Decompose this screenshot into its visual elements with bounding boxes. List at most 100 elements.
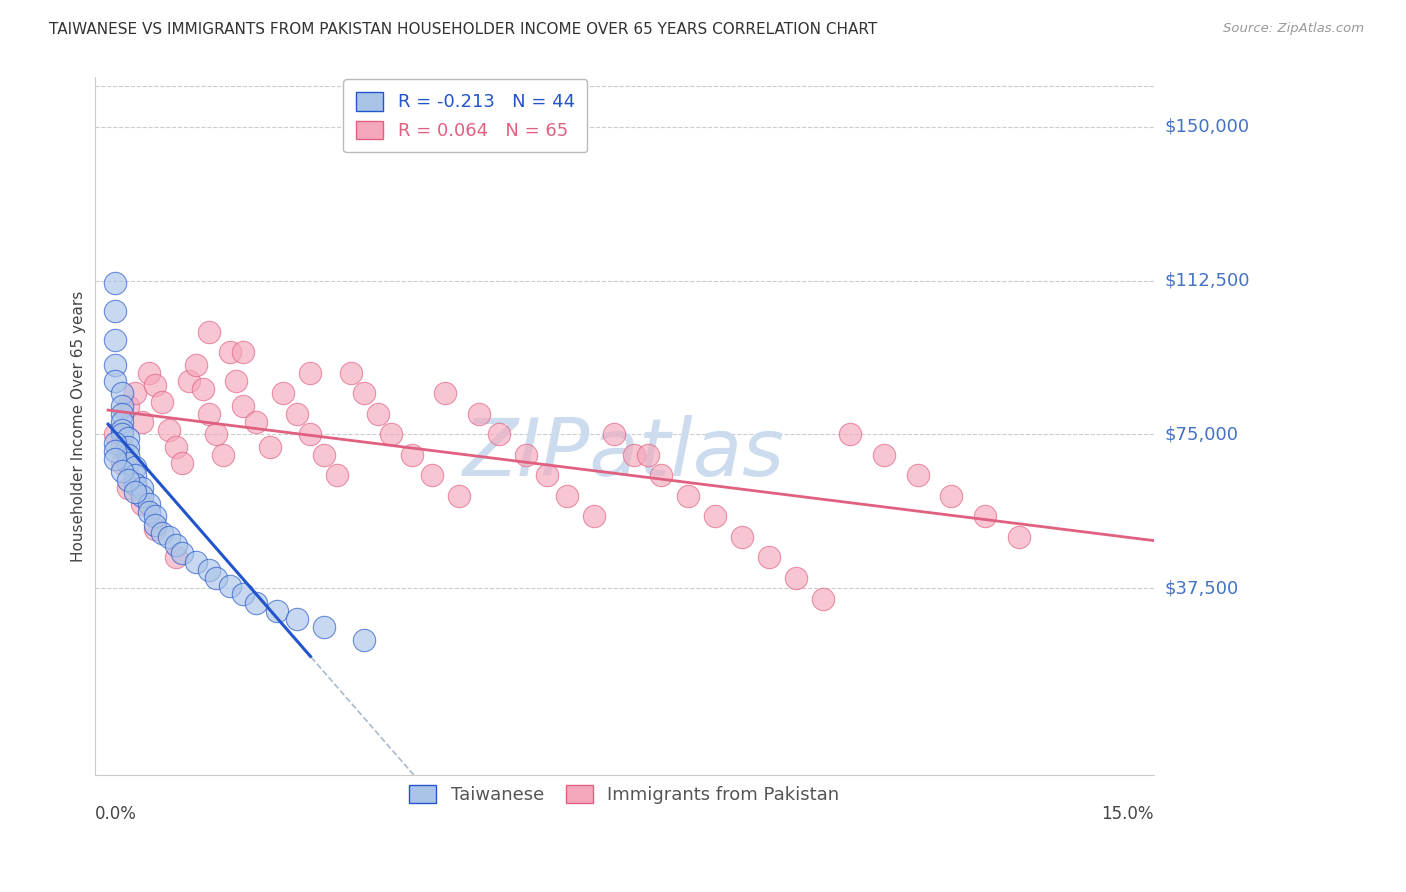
Legend: Taiwanese, Immigrants from Pakistan: Taiwanese, Immigrants from Pakistan <box>398 773 851 814</box>
Text: 15.0%: 15.0% <box>1101 805 1154 823</box>
Point <box>157 530 180 544</box>
Point <box>184 358 207 372</box>
Text: $150,000: $150,000 <box>1166 118 1250 136</box>
Point <box>124 468 146 483</box>
Point <box>198 407 221 421</box>
Point <box>104 435 127 450</box>
Text: $37,500: $37,500 <box>1166 579 1239 598</box>
Point <box>650 468 672 483</box>
Text: $112,500: $112,500 <box>1166 271 1250 290</box>
Point <box>434 386 457 401</box>
Point <box>420 468 443 483</box>
Point <box>104 427 127 442</box>
Point <box>367 407 389 421</box>
Point <box>273 386 295 401</box>
Point <box>150 394 173 409</box>
Point <box>110 464 132 478</box>
Text: $75,000: $75,000 <box>1166 425 1239 443</box>
Point <box>172 456 194 470</box>
Point <box>117 456 139 470</box>
Point <box>974 509 997 524</box>
Point <box>555 489 578 503</box>
Point <box>259 440 281 454</box>
Point <box>225 374 247 388</box>
Point <box>104 443 127 458</box>
Point <box>104 333 127 347</box>
Point <box>758 550 780 565</box>
Point <box>104 276 127 290</box>
Point <box>299 427 322 442</box>
Point <box>110 456 132 470</box>
Point <box>245 415 267 429</box>
Point <box>131 497 153 511</box>
Point <box>117 432 139 446</box>
Point <box>232 587 254 601</box>
Point <box>873 448 896 462</box>
Point <box>353 632 375 647</box>
Point <box>124 386 146 401</box>
Point <box>232 345 254 359</box>
Point <box>401 448 423 462</box>
Point <box>191 382 214 396</box>
Point <box>117 440 139 454</box>
Point <box>110 415 132 429</box>
Point <box>326 468 349 483</box>
Text: Source: ZipAtlas.com: Source: ZipAtlas.com <box>1223 22 1364 36</box>
Point <box>536 468 558 483</box>
Text: 0.0%: 0.0% <box>94 805 136 823</box>
Point <box>488 427 510 442</box>
Point <box>110 440 132 454</box>
Point <box>157 423 180 437</box>
Point <box>110 386 132 401</box>
Point <box>110 407 132 421</box>
Point <box>731 530 754 544</box>
Point <box>117 399 139 413</box>
Point <box>299 366 322 380</box>
Point <box>104 304 127 318</box>
Point <box>110 399 132 413</box>
Point <box>104 374 127 388</box>
Point <box>468 407 491 421</box>
Point <box>117 448 139 462</box>
Point <box>165 550 187 565</box>
Point <box>131 489 153 503</box>
Text: TAIWANESE VS IMMIGRANTS FROM PAKISTAN HOUSEHOLDER INCOME OVER 65 YEARS CORRELATI: TAIWANESE VS IMMIGRANTS FROM PAKISTAN HO… <box>49 22 877 37</box>
Point <box>211 448 233 462</box>
Point <box>637 448 659 462</box>
Point <box>150 525 173 540</box>
Point <box>177 374 200 388</box>
Point <box>117 473 139 487</box>
Point <box>205 571 228 585</box>
Point <box>678 489 700 503</box>
Point <box>839 427 862 442</box>
Y-axis label: Householder Income Over 65 years: Householder Income Over 65 years <box>72 291 86 562</box>
Point <box>1008 530 1031 544</box>
Point <box>165 440 187 454</box>
Point <box>266 604 288 618</box>
Point <box>165 538 187 552</box>
Point <box>143 509 166 524</box>
Point <box>184 555 207 569</box>
Point <box>110 423 132 437</box>
Point <box>447 489 470 503</box>
Point <box>138 366 160 380</box>
Point <box>340 366 363 380</box>
Point <box>285 407 308 421</box>
Point <box>124 484 146 499</box>
Point <box>232 399 254 413</box>
Point <box>124 460 146 475</box>
Point <box>811 591 834 606</box>
Point <box>353 386 375 401</box>
Point <box>603 427 626 442</box>
Point <box>285 612 308 626</box>
Point <box>104 358 127 372</box>
Point <box>131 481 153 495</box>
Point <box>785 571 807 585</box>
Point <box>138 497 160 511</box>
Point <box>245 596 267 610</box>
Point <box>380 427 402 442</box>
Point <box>104 452 127 467</box>
Point <box>582 509 605 524</box>
Point <box>172 546 194 560</box>
Point <box>198 325 221 339</box>
